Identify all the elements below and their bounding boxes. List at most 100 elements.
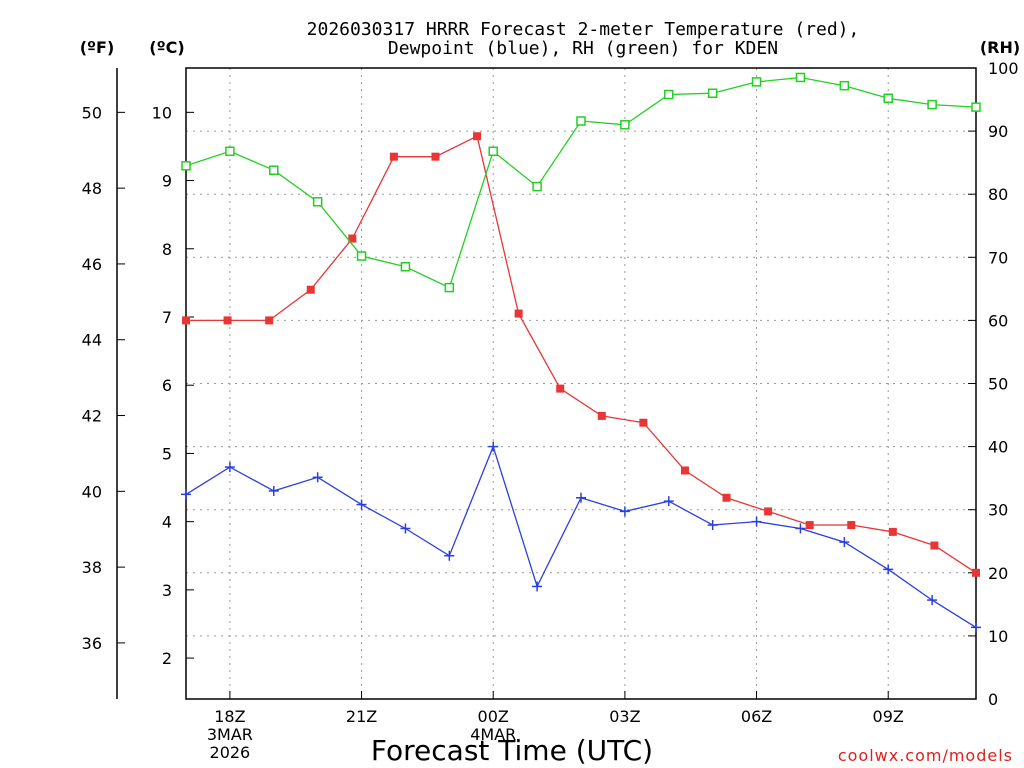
rh-point (532, 181, 542, 192)
temperature-point (514, 309, 523, 318)
celsius-tick-label: 2 (162, 649, 172, 668)
rh-point (620, 120, 630, 130)
x-tick-label: 2026 (210, 743, 251, 762)
x-tick-label: 21Z (346, 707, 377, 726)
temperature-point (389, 152, 398, 161)
temperature-point (556, 384, 565, 393)
dewpoint-line (185, 444, 977, 628)
temperature-point (930, 541, 939, 550)
temperature-point (639, 418, 648, 427)
rh-tick-label: 70 (988, 248, 1008, 267)
dewpoint-point (839, 537, 850, 548)
x-tick-label: 03Z (609, 707, 640, 726)
temperature-point (306, 285, 315, 294)
celsius-tick-label: 7 (162, 308, 172, 327)
celsius-tick-label: 3 (162, 581, 172, 600)
temperature-point (473, 132, 482, 141)
dewpoint-point (883, 564, 894, 575)
rh-point (927, 99, 937, 110)
fahrenheit-tick-label: 44 (82, 331, 102, 350)
rh-point (971, 102, 981, 112)
data-series (181, 72, 981, 633)
rh-tick-label: 20 (988, 564, 1008, 583)
fahrenheit-tick-label: 46 (82, 255, 102, 274)
dewpoint-point (488, 441, 499, 452)
x-tick-label: 4MAR (470, 725, 516, 744)
rh-point (312, 197, 323, 207)
rh-unit-label: (RH) (980, 38, 1020, 57)
rh-point (181, 161, 191, 171)
dewpoint-point (576, 492, 586, 503)
fahrenheit-tick-label: 50 (82, 103, 102, 122)
rh-tick-label: 50 (988, 375, 1008, 394)
rh-tick-label: 40 (988, 438, 1008, 457)
temperature-point (182, 316, 190, 325)
celsius-tick-label: 9 (162, 172, 172, 191)
dewpoint-point (356, 499, 367, 510)
fahrenheit-tick-label: 36 (82, 634, 102, 653)
fahrenheit-tick-label: 38 (82, 558, 102, 577)
rh-tick-label: 60 (988, 311, 1008, 330)
rh-line (185, 76, 977, 289)
temperature-point (722, 493, 731, 502)
grid-lines (186, 68, 976, 699)
rh-tick-label: 90 (988, 122, 1008, 141)
x-tick-label: 06Z (741, 707, 772, 726)
temperature-point (847, 521, 856, 530)
dewpoint-point (444, 550, 455, 561)
dewpoint-point (707, 520, 718, 531)
dewpoint-point (927, 595, 938, 606)
dewpoint-point (400, 523, 411, 534)
temperature-point (888, 527, 897, 536)
temperature-point (972, 568, 980, 577)
rh-point (795, 72, 806, 83)
rh-tick-label: 0 (988, 690, 998, 709)
dewpoint-point (795, 523, 806, 534)
temperature-series (182, 132, 980, 577)
rh-series (181, 72, 981, 293)
rh-point (839, 80, 850, 91)
x-axis-label: Forecast Time (UTC) (371, 734, 653, 767)
dewpoint-point (532, 581, 543, 592)
fahrenheit-tick-label: 42 (82, 407, 102, 426)
temperature-point (348, 234, 357, 243)
rh-tick-label: 10 (988, 627, 1008, 646)
rh-point (400, 262, 411, 272)
dewpoint-point (312, 472, 323, 483)
rh-point (269, 165, 279, 175)
rh-point (488, 146, 498, 157)
rh-tick-label: 30 (988, 501, 1008, 520)
temperature-point (805, 521, 814, 530)
rh-point (444, 282, 455, 293)
celsius-tick-label: 6 (162, 376, 172, 395)
rh-point (883, 93, 893, 104)
temperature-line (186, 135, 977, 574)
temperature-point (431, 152, 440, 161)
rh-point (664, 89, 674, 100)
temperature-point (680, 466, 689, 475)
temperature-point (265, 316, 274, 325)
dewpoint-point (619, 506, 630, 517)
dewpoint-point (224, 462, 235, 473)
celsius-tick-label: 5 (162, 444, 172, 463)
plot-frame (185, 67, 977, 700)
dewpoint-point (663, 496, 674, 507)
dewpoint-point (971, 622, 981, 633)
dewpoint-point (268, 485, 279, 496)
temperature-point (764, 507, 773, 516)
fahrenheit-tick-label: 48 (82, 179, 102, 198)
dewpoint-point (181, 489, 191, 500)
rh-point (576, 116, 586, 126)
rh-point (356, 251, 367, 261)
celsius-unit-label: (ºC) (149, 38, 184, 57)
dewpoint-series (181, 441, 981, 633)
celsius-tick-label: 10 (152, 103, 172, 122)
temperature-point (223, 316, 232, 325)
rh-tick-label: 80 (988, 185, 1008, 204)
chart-title-line-1: 2026030317 HRRR Forecast 2-meter Tempera… (307, 19, 860, 40)
rh-point (225, 146, 235, 157)
x-tick-label: 00Z (478, 707, 509, 726)
rh-tick-label: 100 (988, 59, 1019, 78)
celsius-tick-label: 4 (162, 513, 172, 532)
x-tick-label: 09Z (873, 707, 904, 726)
